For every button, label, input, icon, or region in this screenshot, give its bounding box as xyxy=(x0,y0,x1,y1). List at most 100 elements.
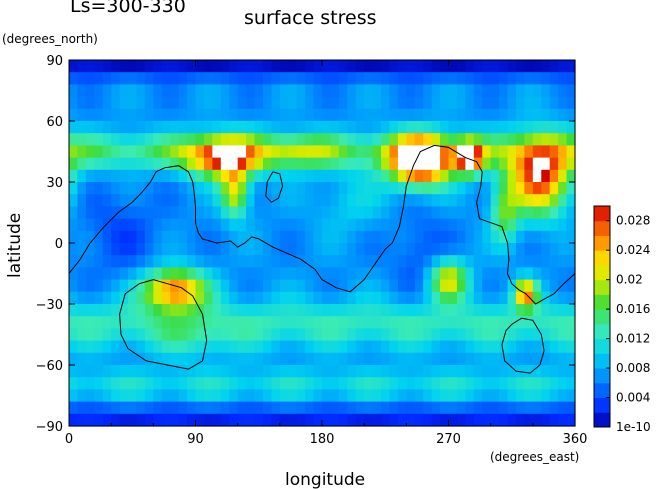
heat-cell xyxy=(237,145,247,159)
heat-cell xyxy=(229,72,239,85)
heat-cell xyxy=(566,352,576,366)
heat-cell xyxy=(77,279,87,293)
heat-cell xyxy=(338,133,348,146)
heat-cell xyxy=(440,72,450,85)
heat-cell xyxy=(490,84,500,98)
heat-cell xyxy=(69,121,79,134)
heat-cell xyxy=(279,96,289,110)
heat-cell xyxy=(338,194,348,207)
heat-cell xyxy=(355,60,365,73)
heat-cell xyxy=(305,377,315,390)
heat-cell xyxy=(195,218,205,232)
heat-cell xyxy=(305,267,315,281)
heat-cell xyxy=(465,145,475,159)
heat-cell xyxy=(482,182,492,195)
heat-cell xyxy=(423,230,433,244)
heat-cell xyxy=(178,279,188,293)
heat-cell xyxy=(237,206,247,220)
heat-cell xyxy=(389,389,399,403)
heat-cell xyxy=(187,121,197,134)
heat-cell xyxy=(195,206,205,220)
heat-cell xyxy=(305,352,315,366)
heat-cell xyxy=(102,218,112,232)
heat-cell xyxy=(136,304,146,317)
heat-cell xyxy=(465,255,475,268)
heat-cell xyxy=(212,206,222,220)
heat-cell xyxy=(338,267,348,281)
heat-cell xyxy=(144,413,154,427)
heat-cell xyxy=(313,291,323,305)
y-tick-label: −60 xyxy=(36,359,63,374)
heat-cell xyxy=(102,72,112,85)
heat-cell xyxy=(440,389,450,403)
heat-cell xyxy=(94,352,104,366)
heat-cell xyxy=(473,182,483,195)
heat-cell xyxy=(153,316,163,329)
heat-cell xyxy=(85,60,95,73)
heat-cell xyxy=(178,72,188,85)
heat-cell xyxy=(456,218,466,232)
heat-cell xyxy=(330,182,340,195)
heat-cell xyxy=(229,365,239,378)
heat-cell xyxy=(490,182,500,195)
heat-cell xyxy=(347,145,357,159)
heat-cell xyxy=(338,206,348,220)
heat-cell xyxy=(347,169,357,183)
heat-cell xyxy=(279,340,289,354)
heat-cell xyxy=(271,340,281,354)
heat-cell xyxy=(397,413,407,427)
heat-cell xyxy=(347,365,357,378)
heat-cell xyxy=(549,182,559,195)
heat-cell xyxy=(229,96,239,110)
heat-cell xyxy=(288,72,298,85)
heat-cell xyxy=(85,401,95,415)
heat-cell xyxy=(482,255,492,268)
heat-cell xyxy=(473,84,483,98)
heat-cell xyxy=(389,401,399,415)
heat-cell xyxy=(119,157,129,171)
heat-cell xyxy=(347,352,357,366)
heat-cell xyxy=(482,169,492,183)
heat-cell xyxy=(203,304,213,317)
heat-cell xyxy=(338,218,348,232)
heat-cell xyxy=(507,401,517,415)
heat-cell xyxy=(212,169,222,183)
heat-cell xyxy=(288,316,298,329)
heat-cell xyxy=(161,377,171,390)
heat-cell xyxy=(515,84,525,98)
heat-cell xyxy=(465,365,475,378)
heat-cell xyxy=(355,291,365,305)
heat-cell xyxy=(212,291,222,305)
heat-cell xyxy=(347,255,357,268)
heat-cell xyxy=(355,84,365,98)
heat-cell xyxy=(262,206,272,220)
heat-cell xyxy=(482,96,492,110)
heat-cell xyxy=(119,84,129,98)
heat-cell xyxy=(515,328,525,342)
heat-cell xyxy=(532,96,542,110)
heat-cell xyxy=(246,96,256,110)
x-tick-label: 90 xyxy=(187,432,204,447)
heat-cell xyxy=(406,255,416,268)
heat-cell xyxy=(229,340,239,354)
heat-cell xyxy=(111,169,121,183)
heat-cell xyxy=(499,340,509,354)
heat-cell xyxy=(279,255,289,268)
heat-cell xyxy=(178,340,188,354)
y-tick-label: 0 xyxy=(55,237,63,252)
heat-cell xyxy=(431,218,441,232)
heat-cell xyxy=(69,108,79,122)
heat-cell xyxy=(465,401,475,415)
heat-cell xyxy=(279,267,289,281)
heat-cell xyxy=(541,206,551,220)
heat-cell xyxy=(144,230,154,244)
heat-cell xyxy=(212,352,222,366)
heat-cell xyxy=(246,255,256,268)
x-unit-label: (degrees_east) xyxy=(490,450,579,464)
heat-cell xyxy=(279,352,289,366)
heat-cell xyxy=(448,340,458,354)
heat-cell xyxy=(313,279,323,293)
heat-cell xyxy=(288,182,298,195)
heat-cell xyxy=(414,352,424,366)
heat-cell xyxy=(262,304,272,317)
